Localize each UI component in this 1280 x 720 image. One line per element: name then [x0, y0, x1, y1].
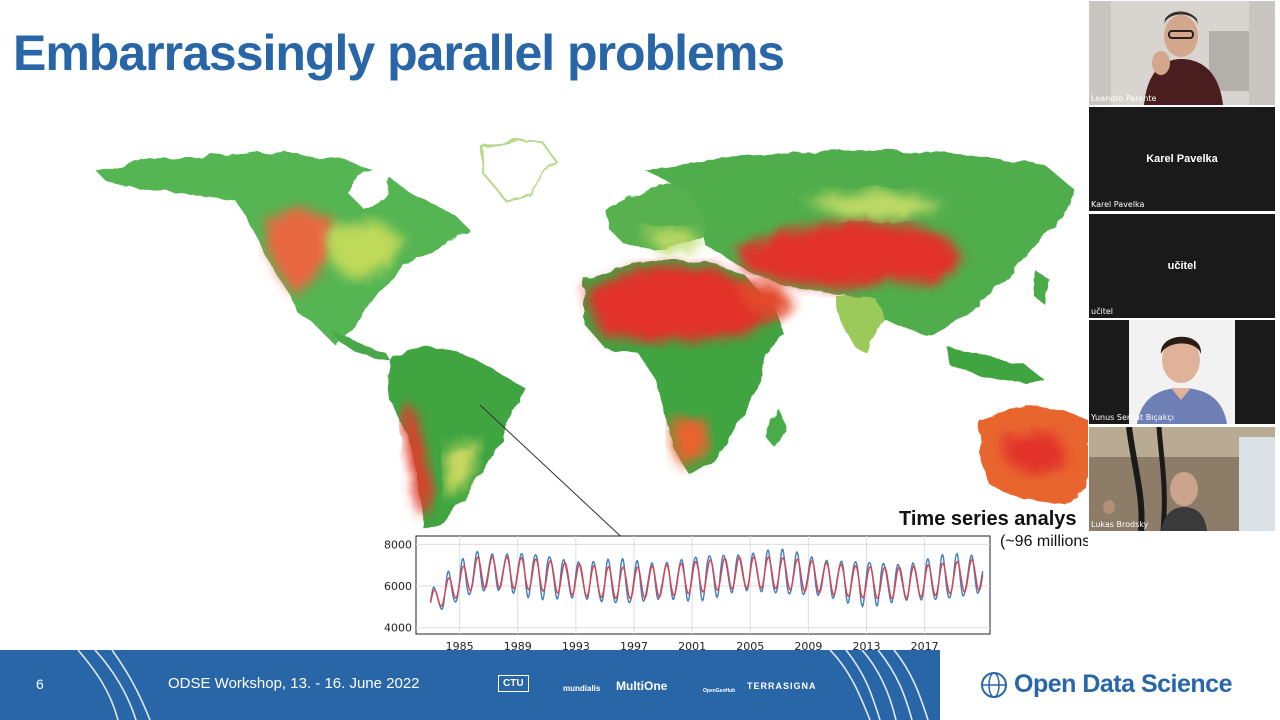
participant-video: [1089, 1, 1275, 105]
y-tick-label: 6000: [384, 580, 412, 593]
wave-decoration: [77, 650, 929, 720]
x-tick-label: 2001: [678, 640, 706, 653]
participant-tile-lukas[interactable]: Lukas Brodsky: [1089, 427, 1275, 531]
mundialis-logo: mundialis: [563, 684, 601, 693]
x-tick-label: 1985: [446, 640, 474, 653]
footer-band: 6 ODSE Workshop, 13. - 16. June 2022 CTU…: [0, 650, 1088, 720]
series-line-1: [429, 548, 984, 611]
participant-display-name: Karel Pavelka: [1146, 153, 1218, 165]
slide: Embarrassingly parallel problems: [13, 25, 1088, 653]
participant-tile-karel[interactable]: Karel Pavelka Karel Pavelka: [1089, 107, 1275, 211]
open-data-science-logo: Open Data Science: [980, 670, 1232, 699]
page-number: 6: [36, 676, 44, 692]
y-tick-label: 4000: [384, 622, 412, 635]
brand-text: Open Data Science: [1014, 670, 1232, 698]
participant-video: [1089, 427, 1275, 531]
time-series-subtitle: (~96 millions): [1000, 533, 1088, 550]
participant-video: [1089, 320, 1275, 424]
x-tick-label: 2017: [911, 640, 939, 653]
participant-name: Yunus Serhat Bıçakçı: [1091, 413, 1174, 422]
footer: 6 ODSE Workshop, 13. - 16. June 2022 CTU…: [0, 650, 1280, 720]
participant-display-name: učitel: [1167, 260, 1197, 272]
time-series-title: Time series analys: [899, 508, 1077, 530]
ctu-logo: CTU: [498, 675, 529, 692]
time-series-chart: 4000 6000 8000 1985 1989 1993 1997 2001 2005 2009…: [384, 535, 991, 653]
x-tick-label: 1997: [620, 640, 648, 653]
x-tick-label: 1993: [562, 640, 590, 653]
participant-name: Lukas Brodsky: [1091, 520, 1149, 529]
participant-name: Leandro Parente: [1091, 94, 1157, 103]
slide-title: Embarrassingly parallel problems: [13, 25, 785, 81]
participant-name: učitel: [1091, 307, 1113, 316]
multione-logo: MultiOne: [616, 679, 668, 693]
participant-tile-leandro[interactable]: Leandro Parente: [1089, 1, 1275, 105]
series-line-2: [429, 555, 984, 607]
workshop-text: ODSE Workshop, 13. - 16. June 2022: [168, 675, 420, 692]
opengeohub-logo: OpenGeoHub: [703, 688, 736, 694]
x-tick-label: 2013: [852, 640, 880, 653]
x-tick-label: 2009: [794, 640, 822, 653]
terrasigna-logo: TERRASIGNA: [747, 681, 817, 691]
y-tick-label: 8000: [384, 538, 412, 551]
participants-panel: Leandro Parente Karel Pavelka Karel Pave…: [1088, 0, 1280, 535]
globe-icon: [981, 671, 1007, 698]
participant-name: Karel Pavelka: [1091, 200, 1145, 209]
participant-tile-ucitel[interactable]: učitel učitel: [1089, 214, 1275, 318]
x-tick-label: 2005: [736, 640, 764, 653]
x-tick-label: 1989: [504, 640, 532, 653]
world-map: [95, 138, 1088, 540]
participant-tile-yunus[interactable]: Yunus Serhat Bıçakçı: [1089, 320, 1275, 424]
